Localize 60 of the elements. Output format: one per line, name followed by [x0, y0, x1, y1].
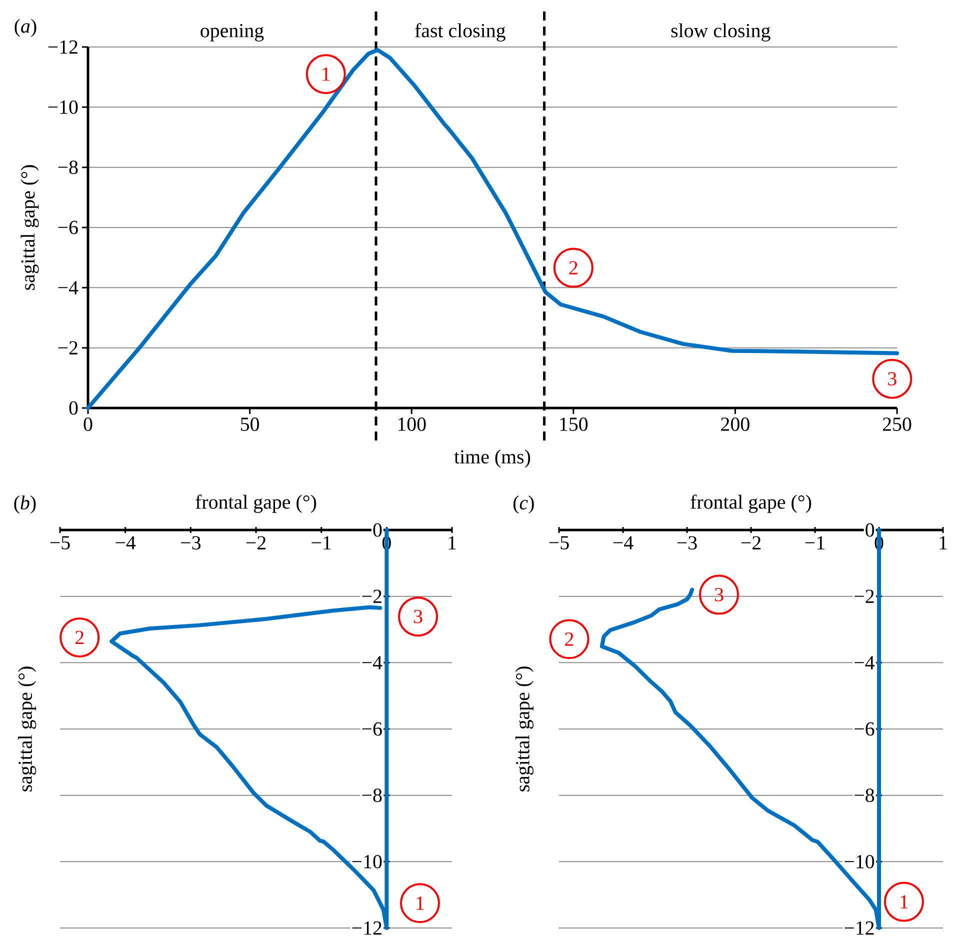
- annotation: 2: [565, 632, 574, 646]
- y-tick-label: −10: [844, 854, 874, 868]
- x-tick-label: 200: [721, 418, 750, 431]
- y-tick-label: −12: [352, 921, 382, 935]
- x-tick-label: −2: [741, 536, 761, 550]
- annotation: 1: [416, 896, 424, 910]
- x-tick-label: −3: [677, 536, 697, 550]
- text: fast closing: [415, 23, 506, 42]
- y-axis-title: sagittal gape (°): [20, 165, 39, 290]
- y-tick-label: −2: [58, 341, 78, 354]
- y-tick-label: −10: [352, 854, 382, 868]
- y-tick-label: −8: [854, 788, 874, 802]
- chart-title: (a): [14, 18, 36, 37]
- x-tick-label: 0: [84, 418, 92, 431]
- y-tick-label: −6: [362, 722, 382, 736]
- x-tick-label: 1: [940, 536, 947, 550]
- y-tick-label: −4: [362, 656, 382, 670]
- x-axis-title: frontal gape (°): [196, 494, 316, 513]
- y-tick-label: −6: [58, 220, 78, 234]
- annotation: 3: [888, 372, 896, 386]
- x-tick-label: 250: [882, 418, 912, 431]
- text: opening: [200, 24, 264, 42]
- y-tick-label: −2: [362, 590, 382, 603]
- y-tick-label: −6: [854, 722, 874, 736]
- y-tick-label: −4: [58, 281, 78, 294]
- y-tick-label: −8: [362, 788, 382, 802]
- x-tick-label: −4: [116, 536, 136, 550]
- annotation: 2: [569, 261, 578, 274]
- y-tick-label: −8: [58, 160, 78, 174]
- x-tick-label: −3: [181, 536, 200, 550]
- x-axis-title: frontal gape (°): [690, 494, 812, 513]
- x-tick-label: −5: [549, 536, 569, 550]
- chart-title: (b): [14, 495, 36, 514]
- x-tick-label: 50: [240, 418, 260, 431]
- annotation: 3: [414, 610, 422, 624]
- y-tick-label: 0: [373, 523, 382, 537]
- x-tick-label: 100: [398, 418, 426, 431]
- y-tick-label: −2: [854, 590, 874, 603]
- x-tick-label: −1: [805, 536, 824, 550]
- y-tick-label: −4: [854, 656, 874, 670]
- x-tick-label: 150: [560, 418, 588, 431]
- x-axis-title: time (ms): [454, 450, 530, 468]
- annotation: 3: [714, 588, 724, 602]
- y-axis-title: sagittal gape (°): [515, 666, 534, 792]
- chart-title: (c): [513, 495, 534, 514]
- x-tick-label: 1: [448, 536, 456, 550]
- annotation: 2: [75, 630, 84, 644]
- text: slow closing: [671, 23, 770, 42]
- x-tick-label: −4: [613, 536, 634, 550]
- y-tick-label: −10: [48, 100, 78, 114]
- y-tick-label: 0: [69, 401, 78, 415]
- annotation: 1: [322, 67, 330, 81]
- x-tick-label: −5: [50, 536, 70, 550]
- x-tick-label: −1: [312, 536, 331, 550]
- y-axis-title: sagittal gape (°): [18, 666, 36, 792]
- y-tick-label: −12: [48, 40, 78, 54]
- y-tick-label: −12: [844, 921, 874, 935]
- y-tick-label: 0: [866, 523, 874, 537]
- x-tick-label: −2: [246, 536, 266, 550]
- annotation: 1: [900, 895, 908, 908]
